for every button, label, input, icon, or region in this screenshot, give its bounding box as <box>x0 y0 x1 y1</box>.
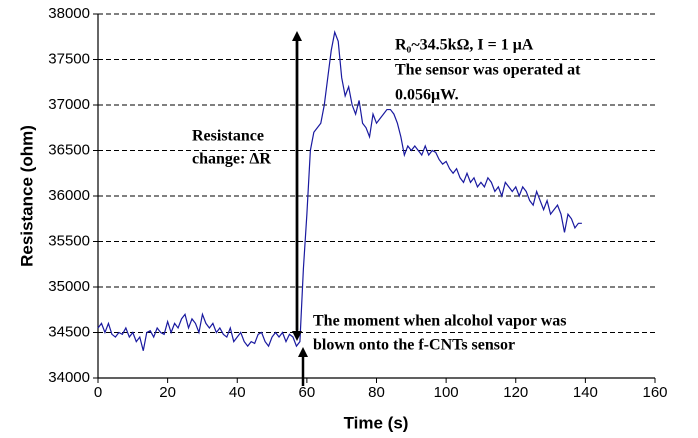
y-tick-label: 34000 <box>48 369 90 386</box>
annotation: blown onto the f-CNTs sensor <box>313 337 515 354</box>
y-tick-label: 35500 <box>48 232 90 249</box>
x-tick-label: 160 <box>642 384 667 401</box>
x-tick-label: 140 <box>573 384 598 401</box>
y-tick-label: 36500 <box>48 141 90 158</box>
y-tick-label: 37000 <box>48 96 90 113</box>
y-tick-label: 37500 <box>48 50 90 67</box>
annotation: Resistance <box>192 128 264 145</box>
y-axis-label: Resistance (ohm) <box>17 125 36 267</box>
annotation: The moment when alcohol vapor was <box>313 313 567 330</box>
annotation: R₀~34.5kΩ, I = 1 μA <box>395 37 534 54</box>
x-tick-label: 120 <box>503 384 528 401</box>
annotation: change: ΔR <box>192 151 271 168</box>
annotation: 0.056μW. <box>395 87 459 104</box>
x-tick-label: 80 <box>368 384 385 401</box>
x-tick-label: 40 <box>229 384 246 401</box>
y-tick-label: 36000 <box>48 187 90 204</box>
annotation: The sensor was operated at <box>395 62 581 79</box>
x-axis-label: Time (s) <box>344 413 409 432</box>
x-tick-label: 60 <box>299 384 316 401</box>
x-tick-label: 100 <box>434 384 459 401</box>
data-line <box>97 30 582 351</box>
y-tick-label: 35000 <box>48 278 90 295</box>
x-tick-label: 20 <box>159 384 176 401</box>
y-tick-label: 38000 <box>48 5 90 22</box>
y-tick-label: 34500 <box>48 323 90 340</box>
x-tick-label: 0 <box>94 384 102 401</box>
